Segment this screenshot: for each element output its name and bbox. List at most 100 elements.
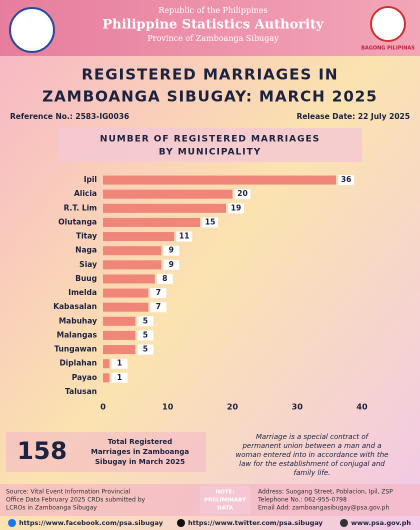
chart-title: BY MUNICIPALITY [159, 148, 262, 158]
category-label: Ipil [84, 175, 97, 184]
category-label: Payao [72, 373, 97, 382]
category-label: Imelda [68, 288, 97, 297]
address: Address: Suogang Street, Poblacion, Ipil… [258, 489, 393, 496]
quote: law for the establishment of conjugal an… [239, 460, 385, 468]
value-label-box [111, 358, 128, 369]
facebook-icon [8, 519, 16, 527]
value-label-box [137, 344, 154, 355]
psa-logo [9, 7, 55, 53]
value-label-box [228, 203, 245, 214]
total-label: Sibugay in March 2025 [95, 458, 185, 466]
value-label: 5 [143, 316, 148, 325]
x-tick-label: 30 [292, 403, 304, 412]
reference: Reference No.: 2583-IG0036 [10, 112, 129, 121]
note: NOTE: [216, 490, 235, 496]
bar [103, 302, 149, 312]
quote: woman entered into in accordance with th… [236, 451, 389, 459]
value-label: 7 [156, 302, 161, 311]
value-label-box [150, 302, 167, 313]
value-label: 15 [205, 217, 215, 226]
category-label: Diplahan [59, 359, 97, 368]
value-label-box [150, 288, 167, 299]
value-label: 19 [231, 203, 241, 212]
category-label: R.T. Lim [64, 203, 98, 212]
release-date: Release Date: 22 July 2025 [297, 112, 410, 121]
value-label-box [111, 372, 128, 383]
x-tick-label: 10 [162, 403, 174, 412]
chart-title: NUMBER OF REGISTERED MARRIAGES [100, 135, 320, 145]
category-label: Tungawan [54, 345, 97, 354]
value-label: 9 [169, 246, 174, 255]
value-label-box [338, 175, 355, 186]
facebook-link[interactable]: https://www.facebook.com/psa.sibugay [19, 519, 164, 527]
bar [103, 246, 162, 256]
value-label: 5 [143, 345, 148, 354]
value-label: 9 [169, 260, 174, 269]
category-label: Talusan [65, 387, 97, 396]
total-label: Total Registered [108, 438, 173, 446]
note: DATA [217, 506, 234, 512]
bar [103, 203, 227, 213]
address: Telephone No.: 062-955-0798 [257, 497, 347, 504]
value-label: 11 [179, 232, 189, 241]
value-label: 1 [117, 359, 122, 368]
category-label: Titay [76, 232, 97, 241]
badge: BAGONG PILIPINAS [361, 46, 415, 52]
value-label: 5 [143, 330, 148, 339]
twitter-icon [177, 519, 185, 527]
note-box [200, 486, 250, 514]
source: Source: Vital Event Information Provinci… [6, 489, 131, 496]
category-label: Naga [75, 246, 97, 255]
bagong-pilipinas-logo [370, 6, 406, 42]
quote: family life. [294, 469, 331, 477]
category-label: Buug [75, 274, 97, 283]
web-link[interactable]: www.psa.gov.ph [351, 519, 411, 527]
value-label-box [163, 245, 180, 256]
note: PRELIMINARY [204, 498, 247, 504]
bar [103, 359, 110, 369]
republic: Republic of the Philippines [158, 6, 267, 15]
value-label-box [234, 189, 251, 200]
x-tick-label: 20 [227, 403, 239, 412]
web-icon [340, 519, 348, 527]
bar [103, 274, 155, 284]
total-box [6, 432, 206, 472]
value-label: 20 [237, 189, 247, 198]
bar [103, 288, 149, 298]
total-value: 158 [17, 437, 67, 465]
value-label-box [202, 217, 219, 228]
category-label: Alicia [74, 189, 97, 198]
category-label: Mabuhay [59, 316, 97, 325]
bar [103, 330, 136, 340]
bar [103, 189, 233, 199]
chart-title-box [58, 128, 362, 162]
source: Office Data February 2025 CRDs submitted… [6, 497, 146, 504]
value-label: 1 [117, 373, 122, 382]
bar [103, 217, 201, 227]
value-label: 7 [156, 288, 161, 297]
bar [103, 345, 136, 355]
value-label-box [156, 273, 173, 284]
total-label: Marriages in Zamboanga [91, 448, 190, 456]
header-band [0, 0, 420, 56]
bar [103, 316, 136, 326]
title: REGISTERED MARRIAGES IN [82, 66, 339, 84]
bar [103, 373, 110, 383]
bar [103, 260, 162, 270]
quote: permanent union between a man and a [241, 442, 381, 450]
twitter-link[interactable]: https://www.twitter.com/psa.sibugay [188, 519, 324, 527]
value-label-box [137, 316, 154, 327]
value-label-box [176, 231, 193, 242]
quote: Marriage is a special contract of [256, 433, 370, 441]
x-tick-label: 40 [356, 403, 368, 412]
category-label: Malangas [57, 330, 98, 339]
value-label: 8 [162, 274, 167, 283]
title: ZAMBOANGA SIBUGAY: MARCH 2025 [42, 88, 377, 106]
source: LCROs in Zamboanga Sibugay [6, 505, 97, 512]
agency: Philippine Statistics Authority [102, 18, 324, 33]
province: Province of Zamboanga Sibugay [147, 34, 279, 43]
bar [103, 175, 337, 185]
value-label: 36 [341, 175, 351, 184]
address: Email Add: zamboangasibugay@psa.gov.ph [258, 505, 389, 512]
